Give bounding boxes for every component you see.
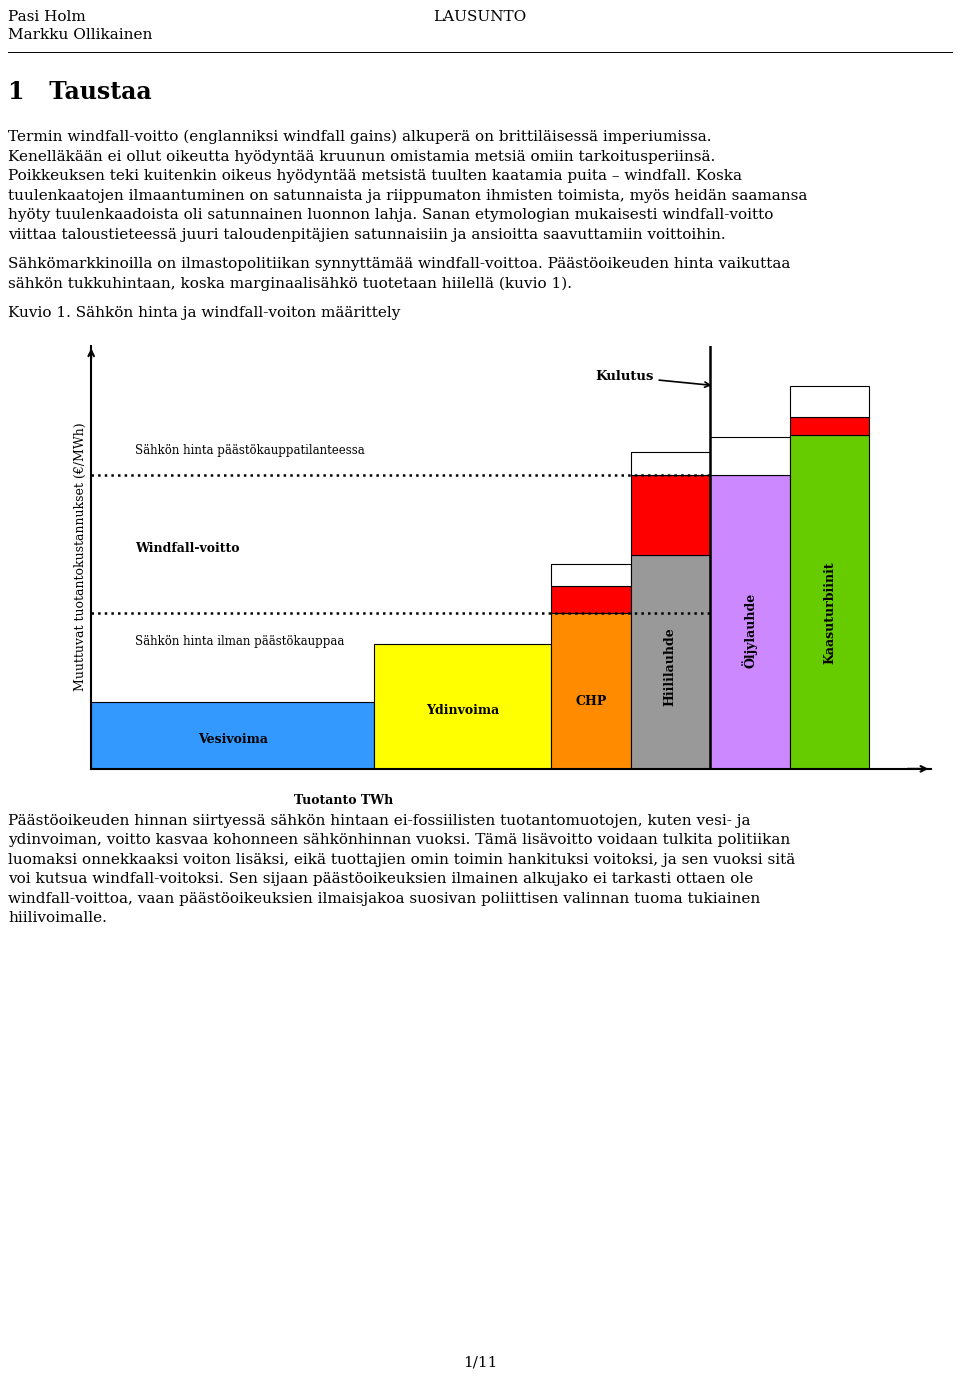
Text: tuulenkaatojen ilmaantuminen on satunnaista ja riippumaton ihmisten toimista, my: tuulenkaatojen ilmaantuminen on satunnai…	[8, 189, 807, 203]
Text: LAUSUNTO: LAUSUNTO	[433, 10, 527, 24]
Text: Päästöoikeuden hinnan siirtyessä sähkön hintaan ei-fossiilisten tuotantomuotojen: Päästöoikeuden hinnan siirtyessä sähkön …	[8, 813, 751, 827]
Bar	[790, 434, 870, 769]
Text: Sähkön hinta ilman päästökauppaa: Sähkön hinta ilman päästökauppaa	[135, 636, 345, 648]
Text: Poikkeuksen teki kuitenkin oikeus hyödyntää metsistä tuulten kaatamia puita – wi: Poikkeuksen teki kuitenkin oikeus hyödyn…	[8, 169, 742, 183]
Y-axis label: Muuttuvat tuotantokustannukset (€/MWh): Muuttuvat tuotantokustannukset (€/MWh)	[74, 423, 87, 691]
Text: viittaa taloustieteessä juuri taloudenpitäjien satunnaisiin ja ansioitta saavutt: viittaa taloustieteessä juuri taloudenpi…	[8, 228, 726, 242]
Bar	[710, 475, 790, 769]
Text: Hiililauhde: Hiililauhde	[664, 627, 677, 705]
Text: hiilivoimalle.: hiilivoimalle.	[8, 912, 107, 926]
Text: Sähkömarkkinoilla on ilmastopolitiikan synnyttämää windfall-voittoa. Päästöoikeu: Sähkömarkkinoilla on ilmastopolitiikan s…	[8, 257, 790, 271]
Text: Windfall-voitto: Windfall-voitto	[135, 541, 240, 555]
Text: windfall-voittoa, vaan päästöoikeuksien ilmaisjakoa suosivan poliittisen valinna: windfall-voittoa, vaan päästöoikeuksien …	[8, 892, 760, 906]
Bar	[790, 386, 870, 416]
Bar	[374, 644, 551, 769]
Text: Markku Ollikainen: Markku Ollikainen	[8, 28, 153, 42]
Bar	[91, 702, 374, 769]
Text: Kenelläkään ei ollut oikeutta hyödyntää kruunun omistamia metsiä omiin tarkoitus: Kenelläkään ei ollut oikeutta hyödyntää …	[8, 150, 715, 164]
Text: Kuvio 1. Sähkön hinta ja windfall-voiton määrittely: Kuvio 1. Sähkön hinta ja windfall-voiton…	[8, 305, 400, 321]
Text: Kulutus: Kulutus	[595, 371, 710, 387]
Text: Kaasuturbiinit: Kaasuturbiinit	[823, 562, 836, 665]
Text: Öljylauhde: Öljylauhde	[742, 593, 757, 669]
Text: luomaksi onnekkaaksi voiton lisäksi, eikä tuottajien omin toimin hankituksi voit: luomaksi onnekkaaksi voiton lisäksi, eik…	[8, 852, 795, 868]
Text: hyöty tuulenkaadoista oli satunnainen luonnon lahja. Sanan etymologian mukaisest: hyöty tuulenkaadoista oli satunnainen lu…	[8, 208, 774, 222]
Text: 1/11: 1/11	[463, 1356, 497, 1370]
Text: Ydinvoima: Ydinvoima	[426, 704, 499, 718]
Text: Pasi Holm: Pasi Holm	[8, 10, 85, 24]
Text: ydinvoiman, voitto kasvaa kohonneen sähkönhinnan vuoksi. Tämä lisävoitto voidaan: ydinvoiman, voitto kasvaa kohonneen sähk…	[8, 833, 790, 847]
Text: Termin windfall-voitto (englanniksi windfall gains) alkuperä on brittiläisessä i: Termin windfall-voitto (englanniksi wind…	[8, 130, 711, 144]
Bar	[631, 452, 710, 475]
Text: 1   Taustaa: 1 Taustaa	[8, 81, 152, 104]
Text: Vesivoima: Vesivoima	[198, 733, 268, 747]
Bar	[551, 613, 631, 769]
Bar	[551, 564, 631, 586]
Text: CHP: CHP	[575, 695, 607, 708]
Text: voi kutsua windfall-voitoksi. Sen sijaan päästöoikeuksien ilmainen alkujako ei t: voi kutsua windfall-voitoksi. Sen sijaan…	[8, 872, 754, 887]
Text: sähkön tukkuhintaan, koska marginaalisähkö tuotetaan hiilellä (kuvio 1).: sähkön tukkuhintaan, koska marginaalisäh…	[8, 276, 572, 291]
Text: Sähkön hinta päästökauppatilanteessa: Sähkön hinta päästökauppatilanteessa	[135, 444, 365, 457]
X-axis label: Tuotanto TWh: Tuotanto TWh	[294, 794, 393, 808]
Bar	[631, 555, 710, 769]
Bar	[790, 416, 870, 434]
Bar	[710, 437, 790, 475]
Bar	[551, 586, 631, 613]
Bar	[631, 475, 710, 555]
